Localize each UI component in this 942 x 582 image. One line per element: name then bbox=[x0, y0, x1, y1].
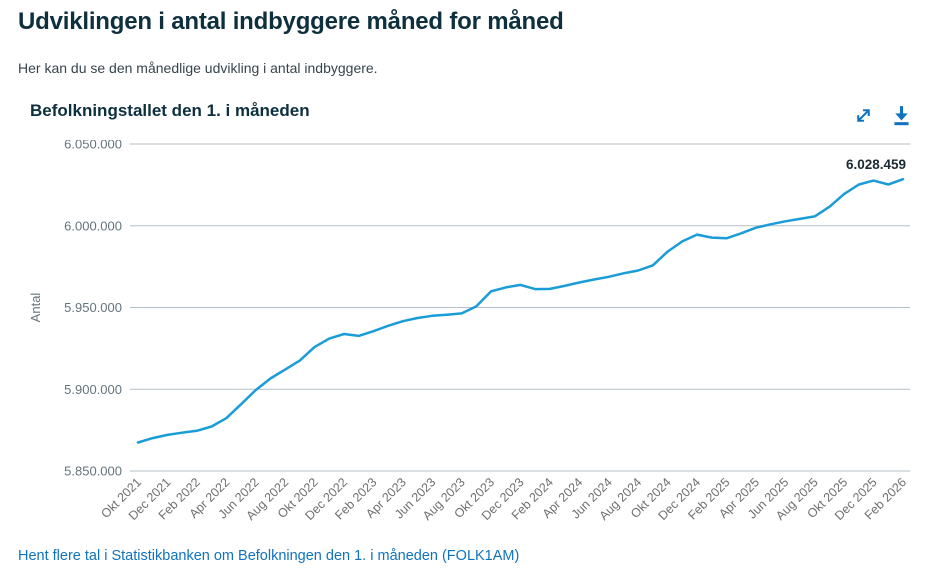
y-tick-label: 5.900.000 bbox=[64, 382, 122, 397]
population-line-chart[interactable]: 5.850.000 5.900.000 5.950.000 6.000.000 6.05… bbox=[0, 140, 942, 540]
population-series-line[interactable] bbox=[136, 177, 905, 444]
statistikbanken-link[interactable]: Hent flere tal i Statistikbanken om Befo… bbox=[18, 548, 520, 564]
download-icon bbox=[889, 103, 914, 128]
page-title: Udviklingen i antal indbyggere måned for… bbox=[18, 8, 564, 35]
page-subtitle: Her kan du se den månedlige udvikling i … bbox=[18, 60, 378, 76]
download-button[interactable] bbox=[888, 102, 914, 128]
y-tick-label: 5.850.000 bbox=[64, 464, 122, 479]
expand-button[interactable] bbox=[850, 102, 876, 128]
y-tick-label: 6.050.000 bbox=[64, 140, 122, 152]
y-tick-label: 6.000.000 bbox=[64, 218, 122, 233]
y-axis-title: Antal bbox=[28, 293, 43, 323]
chart-title: Befolkningstallet den 1. i måneden bbox=[30, 101, 310, 120]
y-tick-label: 5.950.000 bbox=[64, 300, 122, 315]
expand-icon bbox=[853, 105, 874, 126]
chart-toolbar bbox=[850, 102, 914, 128]
last-value-label: 6.028.459 bbox=[846, 157, 906, 172]
